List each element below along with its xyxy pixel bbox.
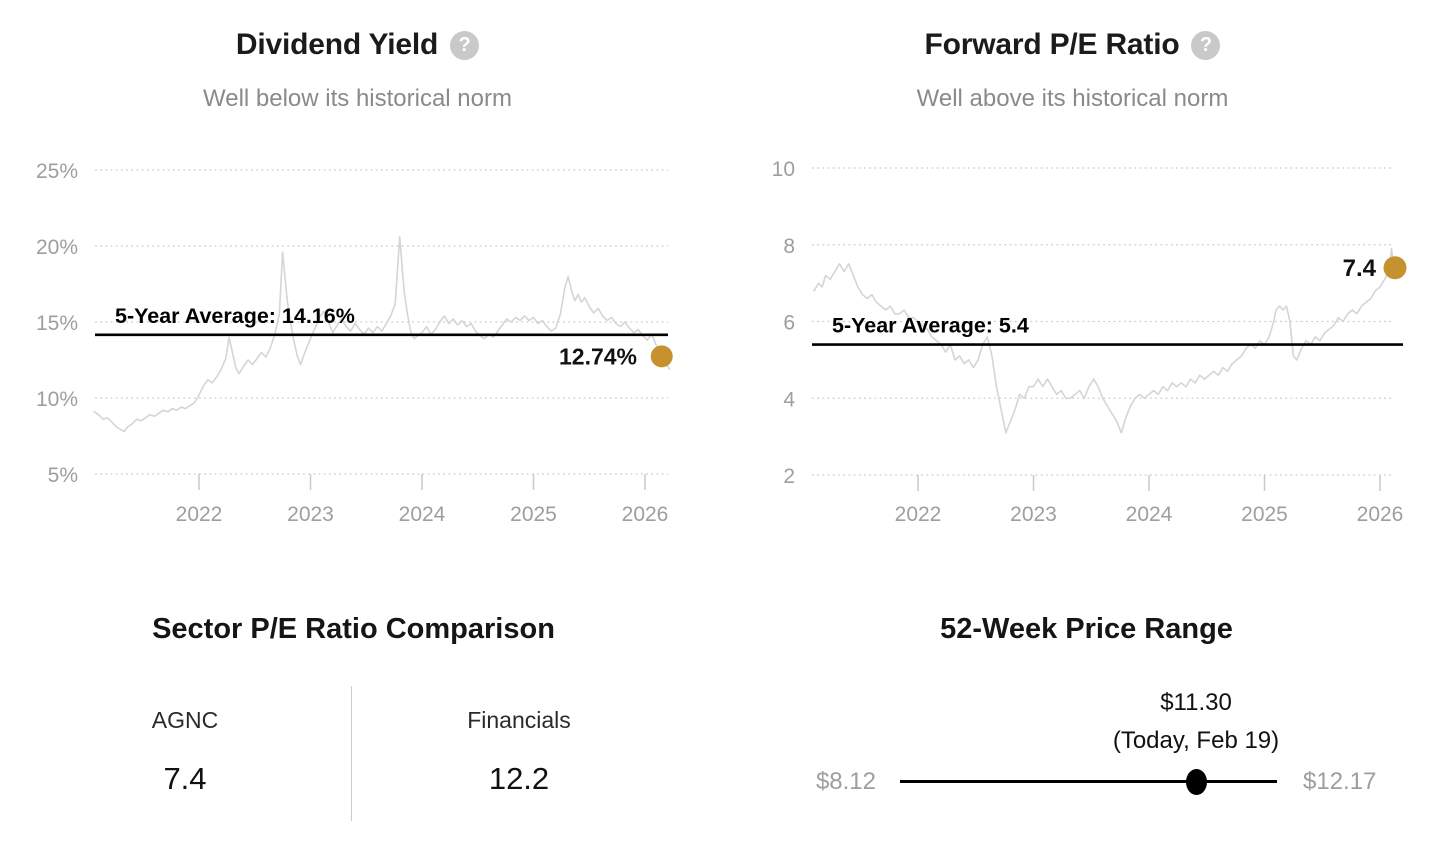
y-axis-label: 6	[783, 312, 795, 335]
x-axis-label: 2026	[1357, 503, 1404, 526]
forward-pe-title: Forward P/E Ratio	[924, 28, 1180, 61]
x-axis-label: 2026	[622, 503, 669, 526]
x-axis-label: 2025	[1241, 503, 1288, 526]
y-axis-label: 2	[783, 465, 795, 488]
x-axis-label: 2023	[287, 503, 334, 526]
sector-value-agnc: 7.4	[163, 761, 207, 796]
current-price-label: $11.30	[1160, 689, 1232, 716]
current-value-label: 12.74%	[559, 343, 637, 369]
x-axis-label: 2025	[510, 503, 557, 526]
forward-pe-chart: 2 4 6 8 10 2022 2023 2024 2025 2026 5-Year Average…	[772, 158, 1407, 526]
series-line	[93, 236, 671, 433]
y-axis-label: 5%	[48, 464, 78, 487]
x-axis-label: 2023	[1010, 503, 1057, 526]
sector-value-financials: 12.2	[488, 761, 550, 796]
price-range-title: 52-Week Price Range	[940, 613, 1233, 645]
current-price-note: (Today, Feb 19)	[1112, 727, 1280, 754]
current-value-dot	[1383, 256, 1407, 280]
x-axis-label: 2022	[895, 503, 942, 526]
y-axis-label: 10	[772, 158, 795, 181]
y-axis-label: 15%	[36, 312, 78, 335]
y-axis-label: 10%	[36, 388, 78, 411]
range-low-label: $8.12	[815, 768, 876, 795]
current-price-marker	[1185, 769, 1207, 795]
x-axis-label: 2024	[1126, 503, 1173, 526]
dividend-yield-title: Dividend Yield	[235, 28, 439, 61]
current-value-label: 7.4	[1343, 255, 1377, 282]
price-range-track	[900, 780, 1277, 783]
question-mark-icon[interactable]: ?	[450, 30, 480, 60]
dividend-yield-chart: 5% 10% 15% 20% 25% 2022 2023 2024 2025 2026 5-Year…	[36, 160, 673, 526]
sector-name-financials: Financials	[467, 707, 571, 733]
y-axis-label: 20%	[36, 236, 78, 259]
question-mark-icon[interactable]: ?	[1191, 30, 1221, 60]
vertical-divider	[351, 686, 352, 821]
sector-cell-agnc: AGNC 7.4	[25, 707, 345, 797]
price-range-widget: $11.30 (Today, Feb 19) $8.12 $12.17	[715, 600, 1430, 852]
average-label: 5-Year Average: 14.16%	[115, 304, 355, 328]
x-axis-label: 2022	[176, 503, 223, 526]
y-axis-label: 8	[783, 235, 795, 258]
sector-pe-comparison-title: Sector P/E Ratio Comparison	[152, 613, 555, 645]
y-axis-label: 4	[783, 388, 795, 411]
series-line	[813, 247, 1395, 434]
range-high-label: $12.17	[1303, 768, 1377, 795]
forward-pe-header: Forward P/E Ratio ?	[715, 28, 1430, 62]
sector-cell-financials: Financials 12.2	[359, 707, 679, 797]
forward-pe-subtitle: Well above its historical norm	[916, 85, 1229, 112]
dividend-yield-subtitle: Well below its historical norm	[203, 85, 512, 112]
y-axis-label: 25%	[36, 160, 78, 183]
current-value-dot	[650, 345, 673, 368]
dividend-yield-header: Dividend Yield ?	[0, 28, 715, 62]
x-axis-label: 2024	[399, 503, 446, 526]
sector-name-agnc: AGNC	[151, 707, 219, 733]
average-label: 5-Year Average: 5.4	[832, 314, 1029, 338]
